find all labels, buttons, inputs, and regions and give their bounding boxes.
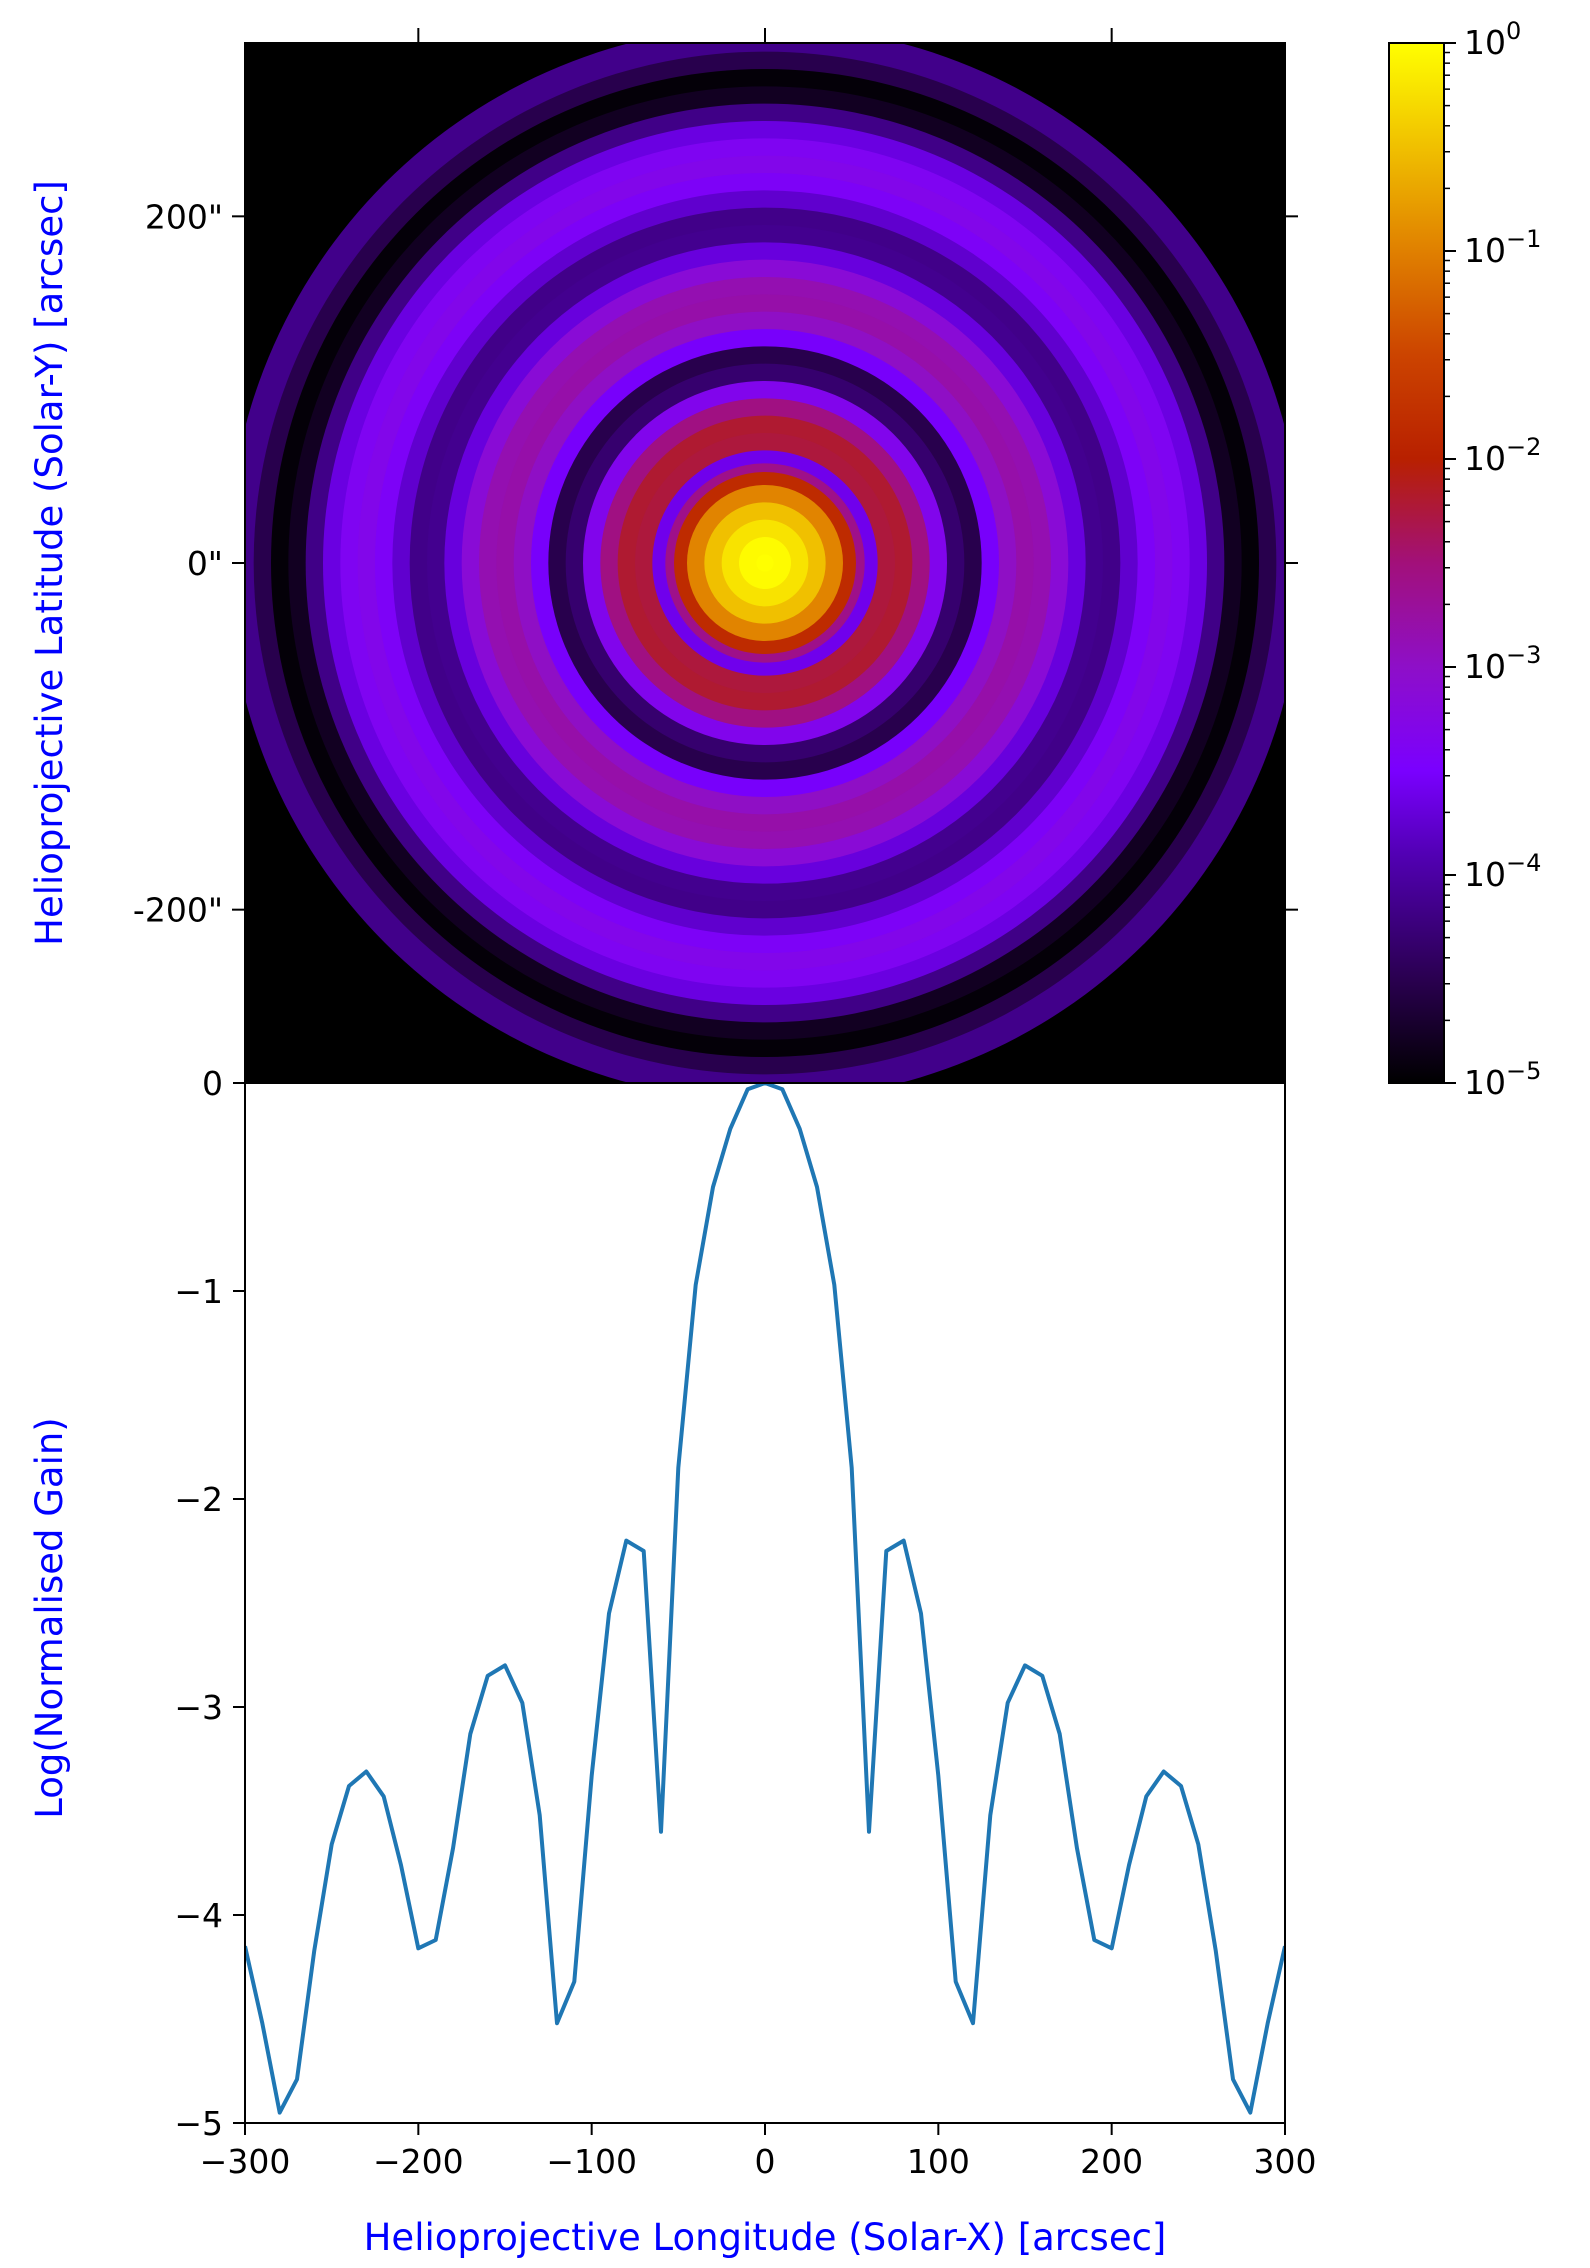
xtick-label: 100 [907,2142,970,2181]
ytick-label: -200" [133,891,223,930]
xtick-label: 200 [1080,2142,1143,2181]
ytick-label: −5 [174,2104,223,2143]
gain-ring [756,554,774,572]
colorbar-tick-label: 10−1 [1464,225,1541,270]
profile-plot-area [245,1083,1285,2123]
gain-map-ticks: 200" 0" -200" [133,28,1298,930]
colorbar-tick-label: 10−4 [1464,849,1541,894]
ytick-label: 200" [145,197,223,236]
colorbar-tick-label: 10−3 [1464,641,1541,686]
ytick-label: −4 [174,1896,223,1935]
colorbar-tick-label: 10−5 [1464,1057,1541,1102]
colorbar-gradient [1388,42,1445,1084]
ytick-label: 0 [202,1064,223,1103]
profile-ylabel: Log(Normalised Gain) [28,1417,71,1818]
xtick-label: −300 [200,2142,291,2181]
profile-line [245,1083,1285,2115]
ytick-label: 0" [187,544,223,583]
gain-map-panel: 200" 0" -200" Helioprojective Latitude (So… [28,28,1298,1084]
colorbar-tick-label: 10−2 [1464,433,1541,478]
profile-panel: −300 −200 −100 0 100 200 300 0 −1 −2 −3 −4 −5 Heliop… [28,1064,1317,2259]
ytick-label: −2 [174,1480,223,1519]
ytick-label: −3 [174,1688,223,1727]
xtick-label: −100 [546,2142,637,2181]
colorbar: 100 10−1 10−2 10−3 10−4 10−5 [1388,17,1541,1102]
xtick-label: 0 [755,2142,776,2181]
profile-ticks: −300 −200 −100 0 100 200 300 0 −1 −2 −3 −4 −5 [174,1064,1316,2181]
gain-map-rings [245,43,1285,1083]
xtick-label: 300 [1254,2142,1317,2181]
colorbar-ticks: 100 10−1 10−2 10−3 10−4 10−5 [1444,17,1541,1102]
ytick-label: −1 [174,1272,223,1311]
gain-map-ylabel: Helioprojective Latitude (Solar-Y) [arcs… [28,180,71,946]
xtick-label: −200 [373,2142,464,2181]
colorbar-tick-label: 100 [1464,17,1521,62]
profile-xlabel: Helioprojective Longitude (Solar-X) [arc… [364,2216,1167,2259]
